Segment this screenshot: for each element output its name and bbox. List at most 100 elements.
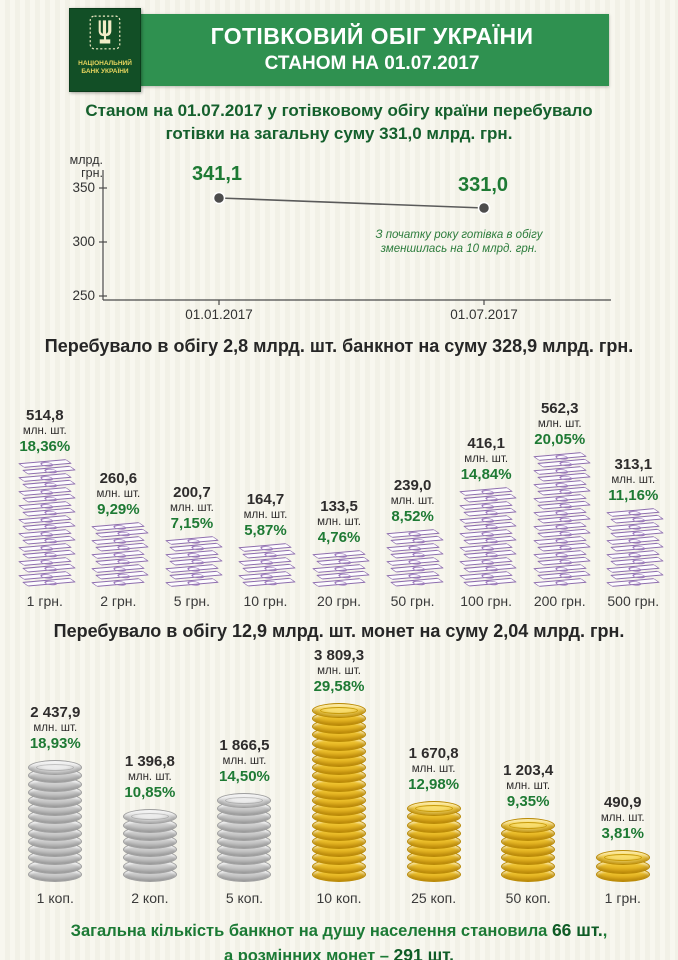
banknote-denomination-label: 2 грн. (100, 592, 137, 609)
banknote-percent-label: 8,52% (391, 507, 434, 525)
y-tick-label-350: 350 (72, 180, 95, 195)
unit-label: млн. шт. (33, 722, 78, 735)
y-tick-label-250: 250 (72, 288, 95, 303)
banknote-percent-label: 7,15% (170, 514, 214, 532)
coin-column: 1 670,8 млн. шт. 12,98% 25 коп. (386, 646, 481, 908)
coin-column: 1 203,4 млн. шт. 9,35% 50 коп. (481, 646, 576, 908)
banknote-denomination-label: 20 грн. (317, 592, 362, 609)
unit-label: млн. шт. (537, 417, 582, 430)
page-subtitle: СТАНОМ НА 01.07.2017 (264, 53, 480, 74)
banknote-labels: 514,8 млн. шт. 18,36% (19, 407, 70, 455)
banknote-percent-label: 18,36% (19, 437, 71, 455)
coin-denomination-label: 25 коп. (411, 889, 457, 906)
banknote-count-label: 164,7 (246, 490, 285, 508)
coin-stack (27, 758, 83, 882)
annotation-line2: зменшилась на 10 млрд. грн. (380, 243, 538, 255)
footer-line2-suffix: шт. (422, 944, 455, 960)
coin-count-label: 3 809,3 (313, 646, 365, 664)
banknote-column: 164,7 млн. шт. 5,87% 10 грн. (229, 361, 303, 611)
banknote-column: 260,6 млн. шт. 9,29% 2 грн. (82, 361, 156, 611)
banknote-stack (238, 543, 297, 587)
banknote-percent-label: 14,84% (460, 465, 512, 483)
banknote-stack (459, 487, 518, 587)
unit-label: млн. шт. (22, 424, 67, 437)
coin (595, 850, 650, 866)
banknote (532, 578, 587, 587)
coin-count-label: 1 670,8 (408, 745, 459, 763)
unit-label: млн. шт. (127, 771, 172, 784)
coin (406, 801, 461, 817)
banknote-count-label: 200,7 (173, 483, 211, 501)
coin-stack (500, 816, 556, 882)
coin-denomination-label: 5 коп. (225, 889, 264, 906)
coin (501, 817, 556, 833)
banknote-count-label: 562,3 (540, 399, 579, 417)
y-axis-unit-line2: грн. (81, 166, 103, 180)
banknote-denomination-label: 10 грн. (243, 592, 288, 609)
unit-label: млн. шт. (222, 755, 267, 768)
banknote-stack (164, 536, 223, 587)
annotation-line1: З початку року готівка в обігу (375, 229, 543, 241)
coin-stack (216, 791, 272, 882)
footer-line1-prefix: Загальна кількість банкнот на душу насел… (70, 921, 552, 940)
coin (28, 760, 83, 776)
unit-label: млн. шт. (390, 494, 435, 507)
banknote-count-label: 313,1 (614, 455, 653, 473)
coin (312, 702, 367, 718)
banknote-column: 416,1 млн. шт. 14,84% 100 грн. (449, 361, 523, 611)
banknote-labels: 164,7 млн. шт. 5,87% (244, 491, 288, 539)
footer-banknotes-per-capita: 66 шт. (551, 919, 603, 940)
coin-labels: 2 437,9 млн. шт. 18,93% (30, 704, 81, 752)
banknote-labels: 133,5 млн. шт. 4,76% (317, 498, 361, 546)
banknote-column: 133,5 млн. шт. 4,76% 20 грн. (302, 361, 376, 611)
banknote-column: 239,0 млн. шт. 8,52% 50 грн. (376, 361, 450, 611)
banknote-stack (385, 529, 444, 587)
coin-count-label: 2 437,9 (30, 704, 81, 722)
coin-percent-label: 18,93% (29, 735, 81, 753)
banknote-labels: 239,0 млн. шт. 8,52% (391, 477, 435, 525)
banknote-labels: 200,7 млн. шт. 7,15% (170, 484, 214, 532)
banknote-denomination-label: 500 грн. (607, 592, 660, 609)
x-label-jan: 01.01.2017 (185, 307, 253, 322)
banknote-column: 313,1 млн. шт. 11,16% 500 грн. (597, 361, 671, 611)
coin-labels: 1 670,8 млн. шт. 12,98% (408, 745, 459, 793)
banknote-percent-label: 9,29% (97, 500, 140, 518)
banknote-percent-label: 20,05% (534, 430, 586, 448)
title-banner: ГОТІВКОВИЙ ОБІГ УКРАЇНИ СТАНОМ НА 01.07.… (81, 14, 609, 86)
coin-stack (595, 848, 651, 882)
coin-denomination-label: 10 коп. (316, 889, 362, 906)
coin-denomination-label: 50 коп. (505, 889, 551, 906)
intro-text: Станом на 01.07.2017 у готівковому обігу… (0, 100, 678, 146)
banknote-percent-label: 5,87% (244, 521, 287, 539)
coin-labels: 3 809,3 млн. шт. 29,58% (314, 647, 365, 695)
nbu-logo: НАЦІОНАЛЬНИЙ БАНК УКРАЇНИ (69, 8, 141, 92)
coin-count-label: 1 396,8 (124, 753, 175, 771)
coin-percent-label: 14,50% (219, 768, 270, 786)
banknote-stack (91, 522, 150, 587)
point-label-jan: 341,1 (192, 163, 242, 185)
banknote-stack (532, 452, 591, 587)
coin-column: 3 809,3 млн. шт. 29,58% 10 коп. (292, 646, 387, 908)
point-label-jul: 331,0 (458, 174, 508, 196)
footer-line1-suffix: , (602, 921, 608, 940)
coin-count-label: 490,9 (603, 794, 642, 812)
data-point-jul (477, 201, 491, 215)
footer-line2-prefix: а розмінних монет – (223, 946, 394, 960)
coin-labels: 490,9 млн. шт. 3,81% (601, 794, 645, 842)
intro-line1: Станом на 01.07.2017 у готівковому обігу… (85, 101, 593, 120)
banknote-percent-label: 11,16% (608, 486, 659, 504)
intro-line2: готівки на загальну суму 331,0 млрд. грн… (165, 123, 513, 143)
banknote-denomination-label: 1 грн. (26, 592, 63, 609)
footer-text: Загальна кількість банкнот на душу насел… (0, 918, 678, 960)
banknote-percent-label: 4,76% (317, 528, 361, 546)
banknote-count-label: 514,8 (26, 406, 64, 424)
banknote-column: 200,7 млн. шт. 7,15% 5 грн. (155, 361, 229, 611)
banknote-column: 514,8 млн. шт. 18,36% 1 грн. (8, 361, 82, 611)
coin (217, 793, 272, 809)
unit-label: млн. шт. (411, 763, 456, 776)
coin-percent-label: 10,85% (124, 784, 176, 802)
coin-column: 1 866,5 млн. шт. 14,50% 5 коп. (197, 646, 292, 908)
line-chart-section: млрд. грн. 350 300 250 341,1 331,0 З поч… (0, 150, 678, 330)
coin-chart: 2 437,9 млн. шт. 18,93% 1 коп. 1 396,8 млн. ш… (8, 646, 670, 908)
